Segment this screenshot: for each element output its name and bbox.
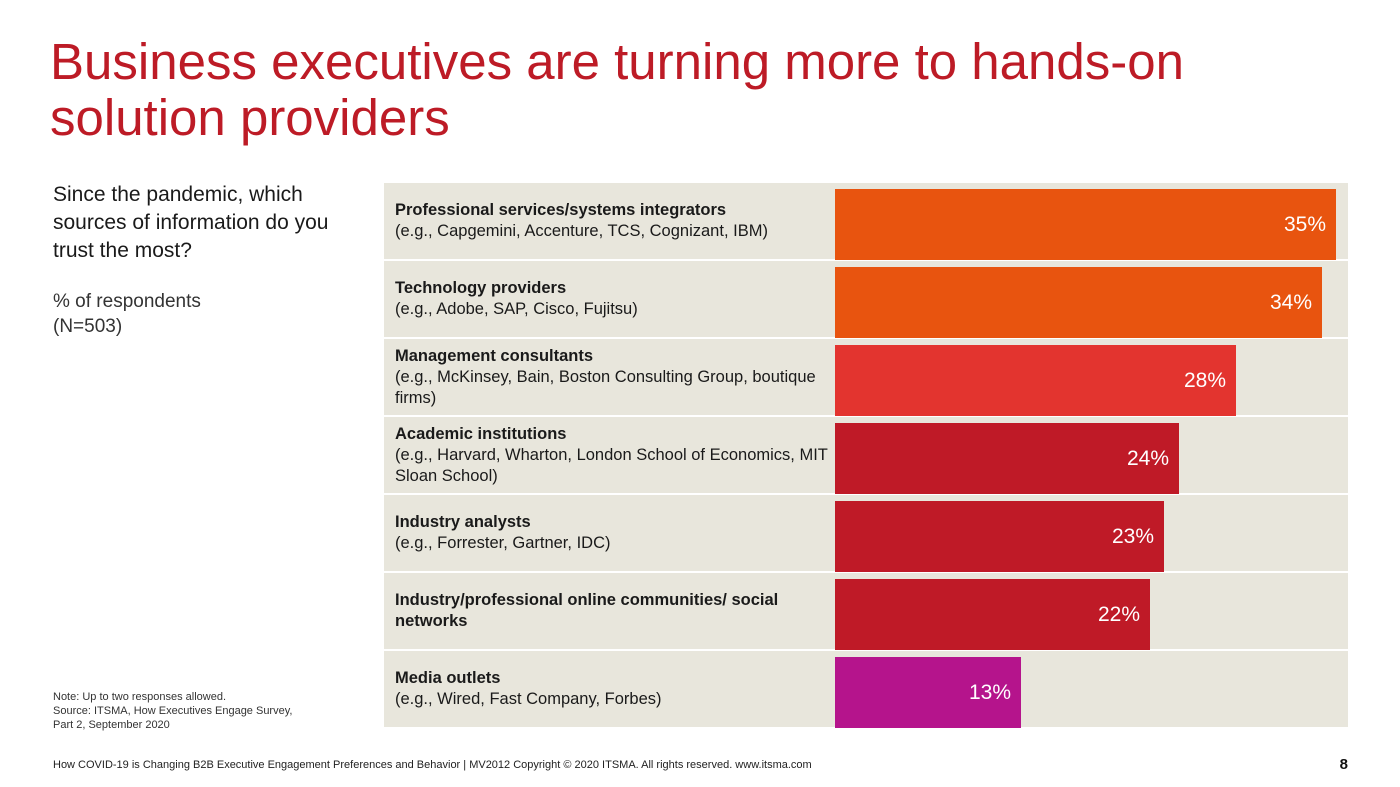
category-label: Technology providers (e.g., Adobe, SAP, C… [395, 261, 835, 337]
data-label: 35% [1283, 213, 1326, 236]
respondents-note: % of respondents (N=503) [53, 289, 353, 339]
chart-row: Academic institutions (e.g., Harvard, Wha… [384, 417, 1348, 495]
category-examples: (e.g., Capgemini, Accenture, TCS, Cogniz… [395, 222, 768, 240]
data-label: 13% [968, 681, 1011, 704]
data-label: 34% [1269, 291, 1312, 314]
category-name: Management consultants [395, 346, 594, 365]
bar: 23% [835, 501, 1164, 572]
chart-row: Industry/professional online communities… [384, 573, 1348, 651]
chart-row: Media outlets (e.g., Wired, Fast Company,… [384, 651, 1348, 729]
data-label: 23% [1111, 525, 1154, 548]
category-name: Media outlets [395, 669, 501, 687]
category-label: Industry/professional online communities… [395, 573, 835, 649]
data-label: 22% [1097, 603, 1140, 626]
bar: 24% [835, 423, 1179, 494]
footer-text: How COVID-19 is Changing B2B Executive E… [53, 759, 812, 771]
bar: 28% [835, 345, 1236, 416]
category-label: Management consultants (e.g., McKinsey, B… [395, 339, 835, 415]
category-name: Professional services/systems integrator… [395, 201, 727, 219]
category-examples: (e.g., Forrester, Gartner, IDC) [395, 534, 611, 552]
category-examples: (e.g., Harvard, Wharton, London School o… [395, 445, 828, 485]
bar: 22% [835, 579, 1150, 650]
bar: 35% [835, 189, 1336, 260]
category-examples: (e.g., McKinsey, Bain, Boston Consulting… [395, 367, 816, 407]
chart-row: Professional services/systems integrator… [384, 183, 1348, 261]
category-label: Academic institutions (e.g., Harvard, Wha… [395, 417, 835, 493]
bar: 13% [835, 657, 1021, 728]
category-name: Industry/professional online communities… [395, 591, 779, 630]
category-examples: (e.g., Wired, Fast Company, Forbes) [395, 690, 662, 708]
category-name: Industry analysts [395, 513, 531, 531]
category-name: Technology providers [395, 279, 567, 297]
respondents-line: % of respondents [53, 291, 201, 312]
survey-question: Since the pandemic, which sources of inf… [53, 183, 329, 262]
source-note-line: Source: ITSMA, How Executives Engage Sur… [53, 705, 293, 717]
bar-chart: Professional services/systems integrator… [384, 183, 1348, 729]
category-examples: (e.g., Adobe, SAP, Cisco, Fujitsu) [395, 300, 638, 318]
slide-title-line: solution providers [50, 89, 450, 146]
slide-title: Business executives are turning more to … [50, 34, 1250, 146]
chart-row: Industry analysts (e.g., Forrester, Gartn… [384, 495, 1348, 573]
category-name: Academic institutions [395, 424, 567, 443]
bar: 34% [835, 267, 1322, 338]
category-label: Media outlets (e.g., Wired, Fast Company,… [395, 651, 835, 727]
source-note-line: Note: Up to two responses allowed. [53, 691, 227, 703]
category-label: Professional services/systems integrator… [395, 183, 835, 259]
chart-row: Management consultants (e.g., McKinsey, B… [384, 339, 1348, 417]
data-label: 24% [1126, 447, 1169, 470]
source-note-line: Part 2, September 2020 [53, 719, 170, 731]
respondents-line: (N=503) [53, 316, 123, 337]
data-label: 28% [1183, 369, 1226, 392]
source-note: Note: Up to two responses allowed. Sourc… [53, 690, 353, 732]
page-number: 8 [1339, 756, 1348, 773]
category-label: Industry analysts (e.g., Forrester, Gartn… [395, 495, 835, 571]
slide-title-line: Business executives are turning more to … [50, 33, 1184, 90]
chart-row: Technology providers (e.g., Adobe, SAP, C… [384, 261, 1348, 339]
